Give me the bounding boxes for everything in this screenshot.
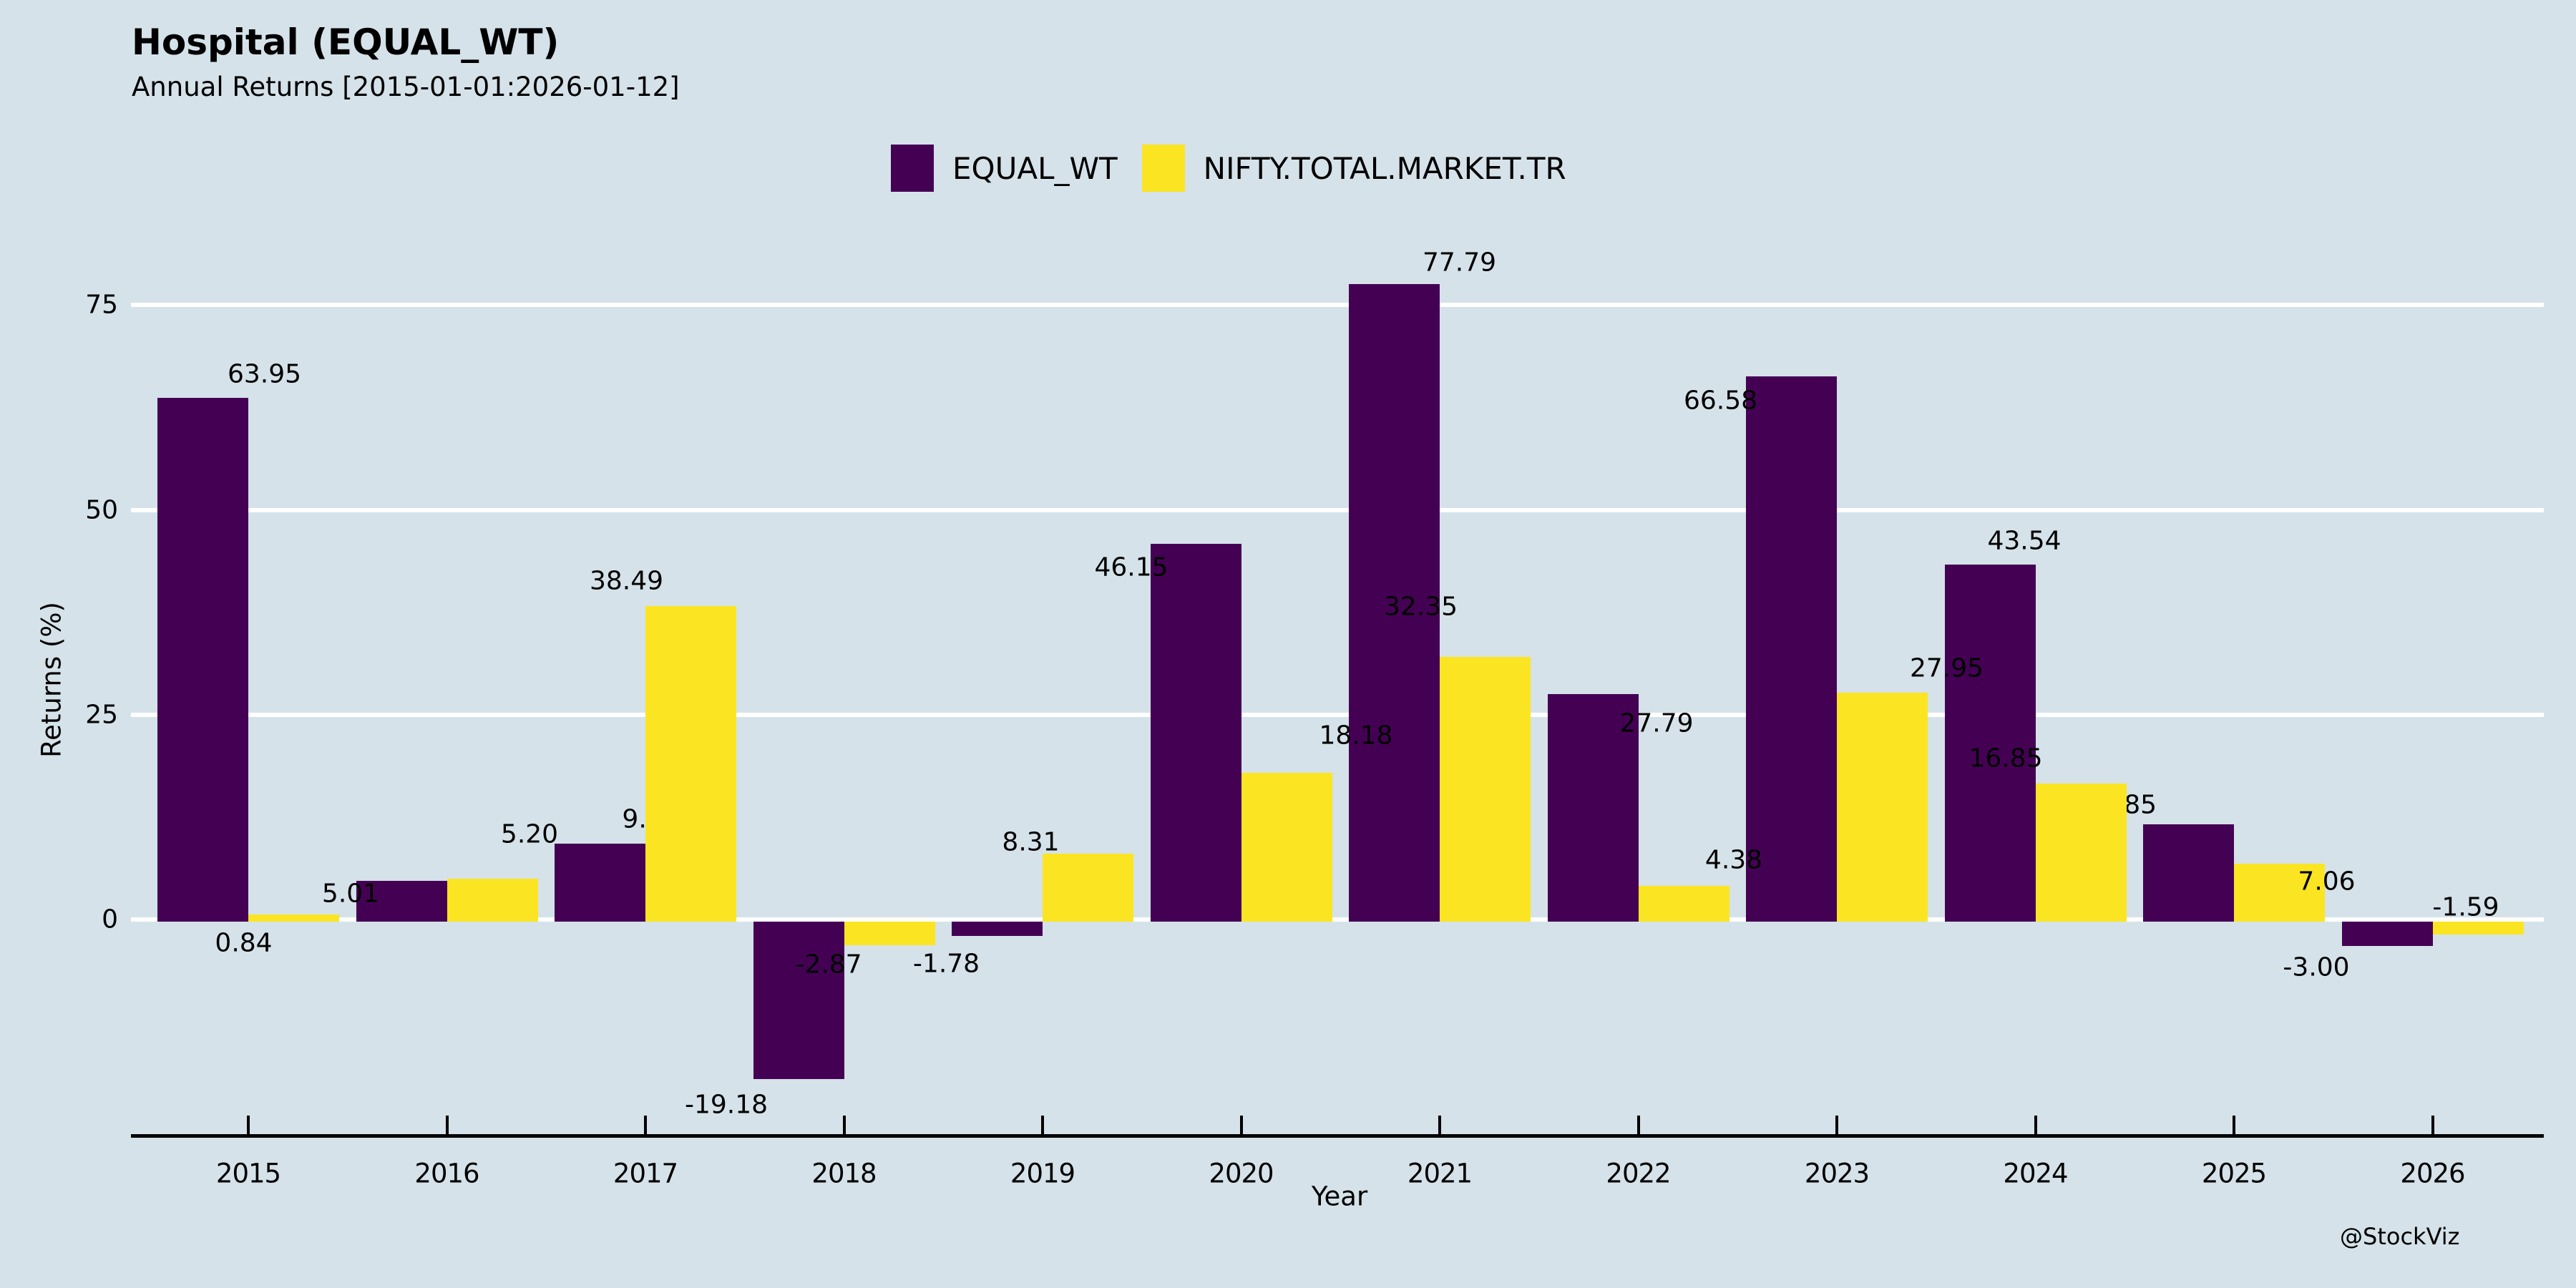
bar-label-nifty-total-market-tr-2015: 0.84 (215, 928, 273, 958)
bar-nifty-total-market-tr-2017 (645, 606, 736, 922)
x-tick-2022 (1636, 1116, 1640, 1134)
bar-nifty-total-market-tr-2018 (844, 922, 935, 945)
bar-label-equal-wt-2026: -3.00 (2283, 952, 2350, 982)
bar-label-equal-wt-2024: 43.54 (1987, 526, 2062, 556)
legend-label-equal-wt: EQUAL_WT (952, 150, 1118, 186)
gridline-y75 (131, 303, 2544, 308)
bar-label-equal-wt-2016: 5.01 (321, 879, 380, 909)
bar-nifty-total-market-tr-2015 (248, 914, 339, 922)
x-tick-2020 (1239, 1116, 1243, 1134)
bar-label-nifty-total-market-tr-2016: 5.20 (500, 819, 559, 849)
bar-nifty-total-market-tr-2016 (447, 879, 538, 922)
legend-label-nifty: NIFTY.TOTAL.MARKET.TR (1203, 150, 1566, 186)
bar-label-nifty-total-market-tr-2024: 16.85 (1968, 743, 2043, 774)
bar-equal-wt-2026 (2341, 922, 2433, 947)
x-tick-2024 (2034, 1116, 2037, 1134)
bar-equal-wt-2016 (356, 880, 447, 922)
x-tick-2023 (1835, 1116, 1838, 1134)
bar-label-nifty-total-market-tr-2018: -2.87 (795, 950, 862, 980)
x-tick-2025 (2233, 1116, 2235, 1134)
x-tick-2026 (2431, 1116, 2434, 1134)
watermark: @StockViz (2340, 1223, 2460, 1250)
y-tick-label-0: 0 (102, 904, 118, 935)
y-tick-label-25: 25 (85, 700, 118, 730)
bar-nifty-total-market-tr-2020 (1241, 772, 1332, 922)
bar-equal-wt-2025 (2143, 824, 2234, 922)
legend-swatch-equal-wt (891, 145, 934, 192)
legend-item-equal-wt: EQUAL_WT (891, 145, 1118, 192)
bar-nifty-total-market-tr-2026 (2432, 922, 2524, 935)
bar-nifty-total-market-tr-2022 (1638, 885, 1729, 922)
x-tick-label-2019: 2019 (1010, 1158, 1075, 1189)
bar-label-equal-wt-2022: 27.79 (1619, 708, 1694, 738)
bar-label-equal-wt-2015: 63.95 (227, 359, 302, 389)
bar-equal-wt-2021 (1349, 284, 1440, 922)
x-tick-label-2016: 2016 (414, 1158, 479, 1189)
bar-label-nifty-total-market-tr-2023: 27.95 (1909, 653, 1984, 683)
x-tick-label-2020: 2020 (1209, 1158, 1274, 1189)
x-tick-label-2022: 2022 (1606, 1158, 1671, 1189)
legend-item-nifty: NIFTY.TOTAL.MARKET.TR (1141, 145, 1566, 192)
bar-equal-wt-2018 (753, 922, 844, 1079)
bar-label-nifty-total-market-tr-2017: 38.49 (589, 566, 664, 596)
x-axis-line (131, 1134, 2544, 1138)
legend-swatch-nifty (1141, 145, 1185, 192)
x-tick-2016 (445, 1116, 449, 1134)
x-axis-title: Year (1311, 1181, 1368, 1212)
bar-label-equal-wt-2020: 46.15 (1094, 552, 1169, 582)
bar-label-equal-wt-2021: 77.79 (1422, 248, 1497, 278)
x-tick-2015 (247, 1116, 250, 1134)
bar-label-nifty-total-market-tr-2022: 4.38 (1704, 845, 1763, 875)
x-tick-label-2026: 2026 (2400, 1158, 2465, 1189)
bar-equal-wt-2020 (1150, 543, 1241, 922)
x-tick-2019 (1041, 1116, 1044, 1134)
bar-label-nifty-total-market-tr-2025: 7.06 (2298, 867, 2356, 897)
x-tick-2021 (1438, 1116, 1441, 1134)
bar-label-nifty-total-market-tr-2021: 32.35 (1383, 592, 1458, 622)
y-axis-title: Returns (%) (36, 602, 67, 758)
bar-label-nifty-total-market-tr-2020: 18.18 (1319, 721, 1393, 751)
bar-nifty-total-market-tr-2019 (1043, 853, 1133, 922)
bar-nifty-total-market-tr-2025 (2234, 864, 2325, 922)
x-tick-label-2018: 2018 (811, 1158, 877, 1189)
y-tick-label-75: 75 (85, 290, 118, 320)
x-tick-label-2017: 2017 (613, 1158, 678, 1189)
legend: EQUAL_WT NIFTY.TOTAL.MARKET.TR (891, 140, 1566, 197)
bar-label-equal-wt-2018: -19.18 (684, 1090, 769, 1120)
chart-title: Hospital (EQUAL_WT) (132, 21, 560, 63)
bar-equal-wt-2015 (157, 397, 248, 922)
bar-nifty-total-market-tr-2021 (1440, 656, 1531, 922)
x-tick-label-2025: 2025 (2201, 1158, 2267, 1189)
bar-equal-wt-2022 (1547, 693, 1639, 922)
bar-equal-wt-2019 (952, 922, 1043, 937)
gridline-y0 (131, 917, 2544, 922)
gridline-y25 (131, 712, 2544, 717)
bar-label-equal-wt-2023: 66.58 (1683, 386, 1758, 416)
bar-label-nifty-total-market-tr-2019: 8.31 (1002, 827, 1060, 857)
gridline-y50 (131, 507, 2544, 512)
bar-nifty-total-market-tr-2024 (2035, 784, 2127, 922)
x-tick-2017 (644, 1116, 647, 1134)
bar-label-equal-wt-2019: -1.78 (912, 949, 980, 979)
bar-nifty-total-market-tr-2023 (1837, 692, 1928, 922)
x-tick-label-2015: 2015 (215, 1158, 281, 1189)
chart-subtitle: Annual Returns [2015-01-01:2026-01-12] (132, 72, 680, 102)
x-tick-label-2023: 2023 (1804, 1158, 1870, 1189)
y-tick-label-50: 50 (85, 495, 118, 525)
x-tick-label-2021: 2021 (1407, 1158, 1473, 1189)
bar-equal-wt-2023 (1746, 376, 1837, 922)
bar-label-nifty-total-market-tr-2026: -1.59 (2432, 892, 2499, 922)
bar-equal-wt-2024 (1944, 565, 2036, 922)
bar-equal-wt-2017 (555, 843, 645, 922)
x-tick-2018 (842, 1116, 846, 1134)
x-tick-label-2024: 2024 (2003, 1158, 2068, 1189)
